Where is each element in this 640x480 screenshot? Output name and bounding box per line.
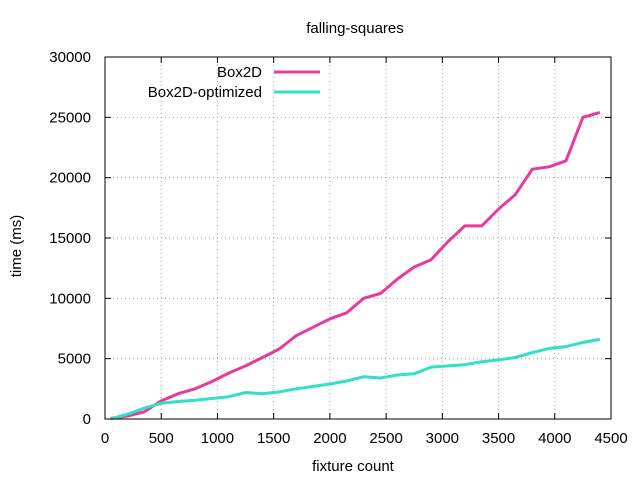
legend: Box2D Box2D-optimized (148, 64, 320, 101)
chart-title: falling-squares (306, 20, 404, 37)
x-axis-label: fixture count (312, 458, 395, 475)
grid-lines (105, 57, 611, 419)
y-tick-label: 5000 (58, 351, 91, 368)
x-tick-label: 4500 (594, 430, 627, 447)
series-line-box2d-optimized (110, 337, 601, 421)
x-tick-label: 1500 (257, 430, 290, 447)
y-tick-label: 0 (83, 411, 91, 428)
x-tick-label: 3500 (482, 430, 515, 447)
y-axis-label: time (ms) (8, 215, 25, 278)
x-tick-label: 2500 (369, 430, 402, 447)
x-tick-label: 4000 (538, 430, 571, 447)
series-lines (110, 111, 601, 421)
x-tick-label: 1000 (201, 430, 234, 447)
x-tick-label: 2000 (313, 430, 346, 447)
series-line-box2d (110, 111, 601, 420)
axis-ticks: 0 500 1000 1500 2000 2500 3000 3500 4000 4500 0 500… (49, 49, 627, 447)
x-tick-label: 500 (149, 430, 174, 447)
y-tick-label: 15000 (49, 230, 91, 247)
legend-label-box2d: Box2D (217, 64, 262, 81)
legend-label-box2d-optimized: Box2D-optimized (148, 84, 262, 101)
x-tick-label: 0 (101, 430, 109, 447)
y-tick-label: 20000 (49, 170, 91, 187)
y-tick-label: 30000 (49, 49, 91, 66)
x-tick-label: 3000 (426, 430, 459, 447)
y-tick-label: 10000 (49, 290, 91, 307)
y-tick-label: 25000 (49, 109, 91, 126)
